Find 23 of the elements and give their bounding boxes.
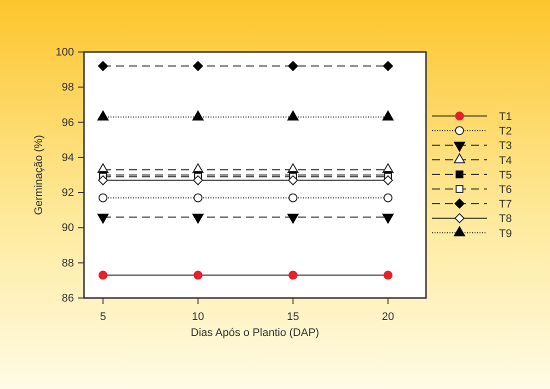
legend-label: T2 bbox=[499, 126, 512, 138]
y-tick-label: 96 bbox=[62, 116, 74, 129]
x-tick-label: 15 bbox=[286, 310, 300, 323]
y-tick-label: 100 bbox=[56, 46, 74, 59]
legend-label: T9 bbox=[499, 228, 512, 240]
legend-label: T7 bbox=[499, 198, 512, 211]
y-tick-label: 94 bbox=[62, 152, 74, 164]
x-axis-title: Dias Após o Plantio (DAP) bbox=[190, 327, 320, 339]
legend-label: T8 bbox=[499, 213, 512, 226]
legend-label: T5 bbox=[499, 169, 512, 182]
x-tick-label: 10 bbox=[192, 310, 204, 323]
y-tick-label: 88 bbox=[62, 257, 74, 270]
x-tick-label: 20 bbox=[382, 310, 394, 323]
x-tick-label: 5 bbox=[100, 310, 106, 323]
y-tick-label: 98 bbox=[62, 82, 74, 94]
y-tick-label: 90 bbox=[62, 222, 74, 234]
legend-label: T4 bbox=[499, 154, 512, 167]
legend-label: T1 bbox=[499, 111, 512, 123]
y-tick-label: 86 bbox=[62, 292, 74, 305]
y-axis-title: Germinação (%) bbox=[33, 134, 45, 216]
legend-label: T3 bbox=[499, 140, 512, 152]
legend-label: T6 bbox=[499, 184, 512, 196]
y-tick-label: 92 bbox=[62, 187, 74, 200]
